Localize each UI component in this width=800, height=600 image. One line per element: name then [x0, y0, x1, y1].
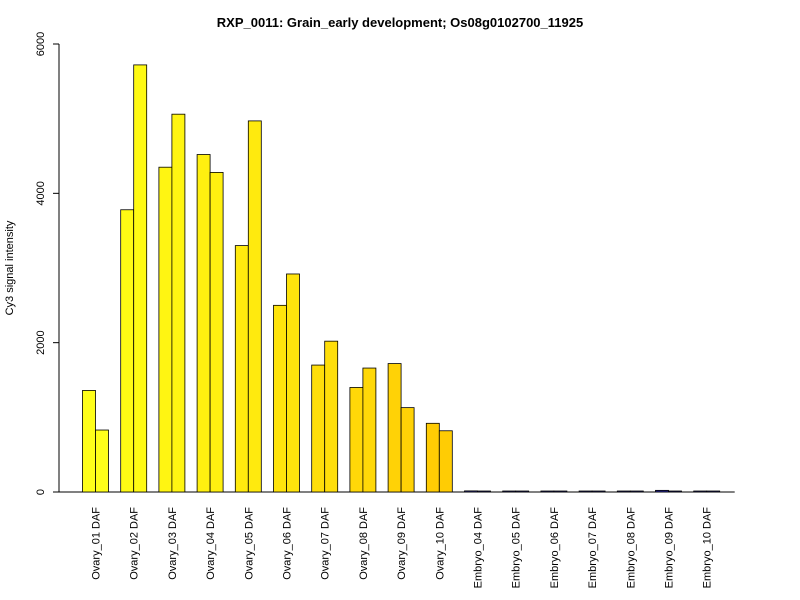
x-tick-label: Ovary_02 DAF — [129, 507, 141, 580]
bar — [158, 166, 173, 493]
x-tick-label: Ovary_07 DAF — [320, 507, 332, 580]
chart-title: RXP_0011: Grain_early development; Os08g… — [217, 15, 583, 30]
y-axis-label: Cy3 signal intensity — [4, 220, 16, 315]
bar — [234, 245, 249, 493]
bars — [82, 64, 721, 493]
x-tick-label: Embryo_05 DAF — [511, 507, 523, 589]
bar — [578, 490, 593, 493]
bar — [629, 490, 644, 493]
bar — [477, 490, 491, 493]
bar — [349, 387, 364, 493]
x-tick-label: Embryo_09 DAF — [664, 507, 676, 589]
bar — [502, 490, 517, 493]
y-tick-label: 4000 — [35, 181, 47, 205]
y-tick-label: 0 — [35, 489, 47, 495]
bar — [82, 390, 96, 493]
bar — [706, 490, 721, 493]
bar — [591, 490, 606, 493]
bar — [286, 273, 300, 493]
x-tick-label: Ovary_10 DAF — [434, 507, 446, 580]
bar — [540, 490, 555, 493]
bar — [95, 429, 109, 493]
bar — [247, 120, 262, 493]
y-axis: 0 2000 4000 6000 — [35, 32, 60, 495]
x-tick-label: Embryo_10 DAF — [702, 507, 714, 589]
x-tick-label: Ovary_04 DAF — [205, 507, 217, 580]
x-tick-label: Ovary_08 DAF — [358, 507, 370, 580]
x-tick-label: Ovary_03 DAF — [167, 507, 179, 580]
bar — [209, 172, 224, 493]
bar — [324, 340, 339, 493]
bar — [400, 407, 415, 493]
bar — [171, 113, 186, 493]
bar — [693, 490, 708, 493]
x-tick-label: Ovary_01 DAF — [91, 507, 103, 580]
bar — [387, 363, 402, 493]
x-tick-label: Ovary_06 DAF — [282, 507, 294, 580]
bar — [464, 490, 478, 493]
bar — [655, 489, 669, 493]
bar — [120, 209, 135, 493]
bar — [133, 64, 148, 493]
bar — [668, 490, 682, 493]
bar — [311, 364, 326, 493]
x-tick-labels: Ovary_01 DAF Ovary_02 DAF Ovary_03 DAF Ovar… — [91, 507, 714, 589]
bar — [438, 430, 453, 493]
x-tick-label: Embryo_08 DAF — [625, 507, 637, 589]
y-tick-label: 2000 — [35, 330, 47, 354]
x-tick-label: Ovary_05 DAF — [243, 507, 255, 580]
bar — [553, 490, 568, 493]
bar — [362, 367, 377, 493]
bar — [273, 304, 287, 493]
bar — [425, 422, 440, 493]
x-tick-label: Embryo_06 DAF — [549, 507, 561, 589]
bar — [616, 490, 631, 493]
x-tick-label: Embryo_07 DAF — [587, 507, 599, 589]
x-tick-label: Ovary_09 DAF — [396, 507, 408, 580]
y-tick-label: 6000 — [35, 32, 47, 56]
bar — [515, 490, 530, 493]
x-tick-label: Embryo_04 DAF — [473, 507, 485, 589]
bar — [196, 154, 211, 493]
